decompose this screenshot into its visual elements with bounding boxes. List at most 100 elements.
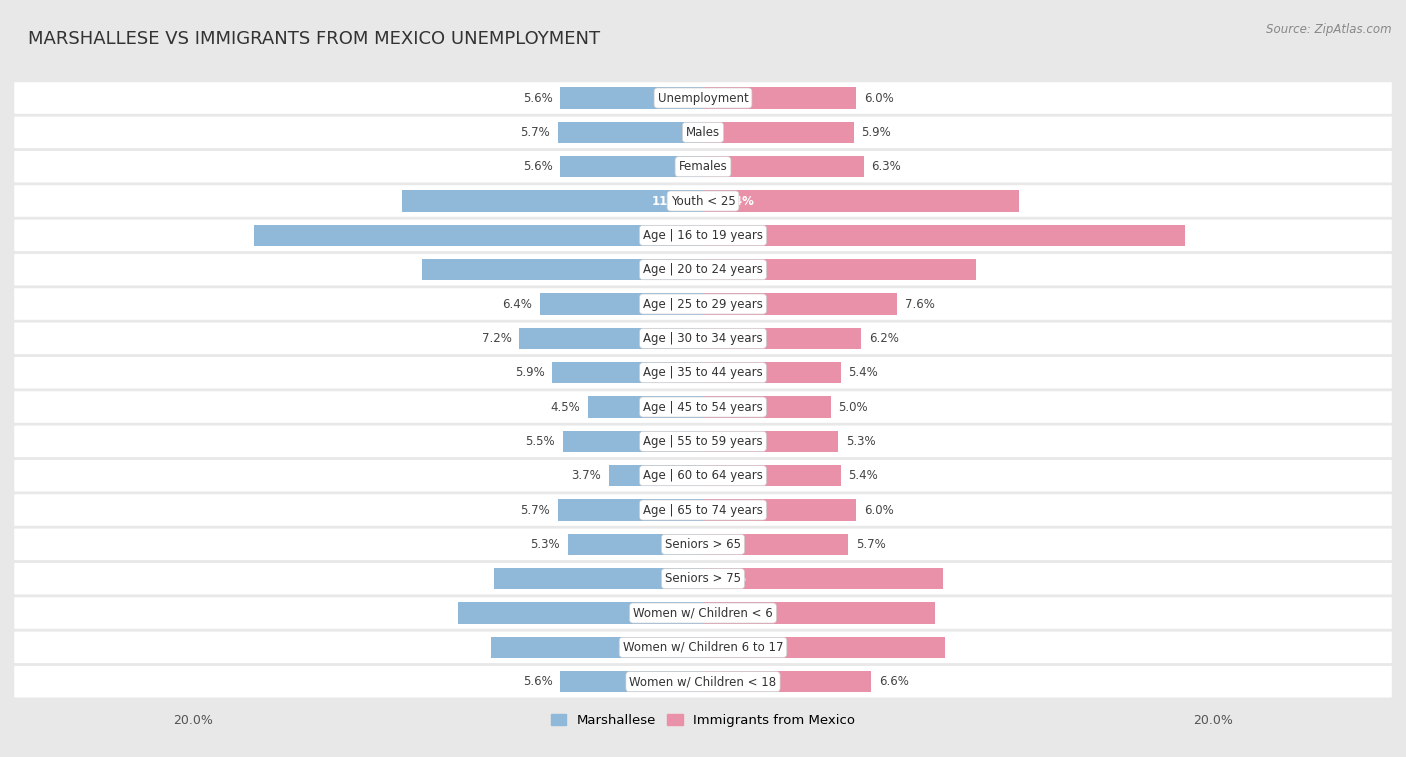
FancyBboxPatch shape [14,82,1392,114]
Bar [422,259,703,280]
FancyBboxPatch shape [14,116,1392,149]
Text: Age | 35 to 44 years: Age | 35 to 44 years [643,366,763,379]
Text: 11.8%: 11.8% [652,195,693,207]
Text: 9.5%: 9.5% [713,641,747,654]
Text: 18.9%: 18.9% [713,229,754,241]
Bar [703,637,945,658]
Bar [703,328,862,349]
Bar [519,328,703,349]
Bar [609,465,703,486]
Bar [703,122,853,143]
Text: 5.4%: 5.4% [848,366,879,379]
Bar [402,190,703,212]
Text: 5.6%: 5.6% [523,160,553,173]
Bar [703,500,856,521]
Bar [560,671,703,693]
Text: 5.7%: 5.7% [520,126,550,139]
Text: Age | 20 to 24 years: Age | 20 to 24 years [643,263,763,276]
Text: 6.0%: 6.0% [863,92,893,104]
Text: 4.5%: 4.5% [551,400,581,413]
Bar [703,294,897,315]
Text: 9.1%: 9.1% [713,606,747,619]
Text: 5.0%: 5.0% [838,400,868,413]
Text: 5.3%: 5.3% [846,435,876,448]
Bar [703,397,831,418]
Bar [558,122,703,143]
Text: 5.7%: 5.7% [520,503,550,516]
Text: 7.6%: 7.6% [904,298,935,310]
FancyBboxPatch shape [14,322,1392,355]
Text: 5.4%: 5.4% [848,469,879,482]
Text: 8.2%: 8.2% [659,572,693,585]
FancyBboxPatch shape [14,528,1392,561]
Bar [588,397,703,418]
Text: Source: ZipAtlas.com: Source: ZipAtlas.com [1267,23,1392,36]
Text: 5.5%: 5.5% [526,435,555,448]
FancyBboxPatch shape [14,631,1392,664]
Bar [494,568,703,590]
FancyBboxPatch shape [14,665,1392,698]
Text: Age | 55 to 59 years: Age | 55 to 59 years [643,435,763,448]
FancyBboxPatch shape [14,253,1392,286]
FancyBboxPatch shape [14,562,1392,595]
Bar [254,225,703,246]
Text: 5.9%: 5.9% [862,126,891,139]
Bar [703,362,841,383]
Bar [491,637,703,658]
Text: Males: Males [686,126,720,139]
Bar [703,431,838,452]
FancyBboxPatch shape [14,459,1392,492]
Text: Youth < 25: Youth < 25 [671,195,735,207]
Text: Women w/ Children < 18: Women w/ Children < 18 [630,675,776,688]
Text: 7.2%: 7.2% [482,332,512,345]
Text: 11.0%: 11.0% [652,263,693,276]
FancyBboxPatch shape [14,288,1392,320]
Text: Age | 65 to 74 years: Age | 65 to 74 years [643,503,763,516]
Text: 8.3%: 8.3% [659,641,693,654]
Text: 3.7%: 3.7% [571,469,600,482]
Bar [553,362,703,383]
Text: Unemployment: Unemployment [658,92,748,104]
Bar [458,603,703,624]
Text: 6.0%: 6.0% [863,503,893,516]
Bar [703,87,856,109]
Text: 5.3%: 5.3% [530,538,560,551]
Text: MARSHALLESE VS IMMIGRANTS FROM MEXICO UNEMPLOYMENT: MARSHALLESE VS IMMIGRANTS FROM MEXICO UN… [28,30,600,48]
FancyBboxPatch shape [14,597,1392,630]
Text: 12.4%: 12.4% [713,195,754,207]
FancyBboxPatch shape [14,494,1392,527]
Text: 6.4%: 6.4% [502,298,531,310]
Text: Age | 25 to 29 years: Age | 25 to 29 years [643,298,763,310]
Text: Seniors > 65: Seniors > 65 [665,538,741,551]
Text: 5.7%: 5.7% [856,538,886,551]
Text: 5.9%: 5.9% [515,366,544,379]
Bar [703,671,872,693]
FancyBboxPatch shape [14,219,1392,252]
Bar [560,156,703,177]
Text: 9.4%: 9.4% [713,572,747,585]
Text: 9.6%: 9.6% [659,606,693,619]
Bar [703,534,848,555]
Text: Women w/ Children < 6: Women w/ Children < 6 [633,606,773,619]
Text: 6.3%: 6.3% [872,160,901,173]
FancyBboxPatch shape [14,391,1392,423]
FancyBboxPatch shape [14,150,1392,183]
Bar [558,500,703,521]
FancyBboxPatch shape [14,357,1392,389]
Legend: Marshallese, Immigrants from Mexico: Marshallese, Immigrants from Mexico [546,709,860,732]
Bar [703,603,935,624]
Bar [703,225,1185,246]
Bar [703,465,841,486]
Text: 10.7%: 10.7% [713,263,754,276]
Text: Age | 16 to 19 years: Age | 16 to 19 years [643,229,763,241]
Bar [703,190,1019,212]
Text: Age | 45 to 54 years: Age | 45 to 54 years [643,400,763,413]
Text: Age | 30 to 34 years: Age | 30 to 34 years [643,332,763,345]
Text: 5.6%: 5.6% [523,675,553,688]
Bar [703,568,943,590]
FancyBboxPatch shape [14,425,1392,458]
Text: Females: Females [679,160,727,173]
Bar [560,87,703,109]
FancyBboxPatch shape [14,185,1392,217]
Bar [703,156,863,177]
